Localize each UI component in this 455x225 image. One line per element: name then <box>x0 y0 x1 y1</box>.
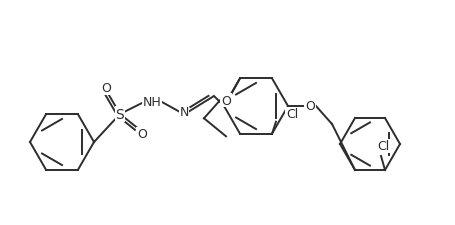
Text: Cl: Cl <box>285 108 298 121</box>
Text: O: O <box>304 100 314 113</box>
Text: O: O <box>137 128 147 141</box>
Text: NH: NH <box>142 96 161 109</box>
Text: S: S <box>116 108 124 122</box>
Text: O: O <box>221 94 230 107</box>
Text: O: O <box>101 82 111 95</box>
Text: Cl: Cl <box>376 140 388 153</box>
Text: N: N <box>179 106 188 119</box>
